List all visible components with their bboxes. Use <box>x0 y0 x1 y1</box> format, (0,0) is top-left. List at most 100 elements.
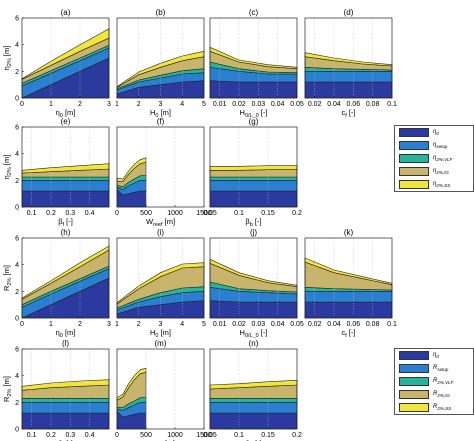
x-axis-label: Wreef [m] <box>146 439 175 441</box>
area-vlf <box>209 176 298 181</box>
x-tick-label: 4 <box>180 101 184 108</box>
x-tick-label: 0.2 <box>292 210 302 217</box>
legend-label: R2%,VLF <box>433 377 454 386</box>
x-tick-label: 0.4 <box>85 432 95 439</box>
axes-frame <box>21 126 110 208</box>
y-tick-label: 4 <box>15 373 19 380</box>
legend-swatch <box>399 154 429 163</box>
x-tick-label: 0 <box>20 321 24 328</box>
x-tick-label: 1500 <box>196 210 212 217</box>
legend-label: η2%,IG <box>433 167 449 176</box>
area-vlf <box>209 398 298 403</box>
x-axis-label: cf [-] <box>341 328 355 339</box>
y-tick-label: 2 <box>15 289 19 296</box>
axes-frame <box>209 237 298 319</box>
x-tick-label: 0.08 <box>366 321 380 328</box>
x-tick-label: 0.01 <box>213 101 227 108</box>
x-tick-label: 0.06 <box>347 101 361 108</box>
area-eta0 <box>209 300 298 319</box>
x-tick-label: 0.08 <box>366 101 380 108</box>
x-tick-label: 0.04 <box>271 321 285 328</box>
panel-title: (b) <box>156 8 166 17</box>
legend-label: R2%,IG <box>433 390 450 399</box>
y-axis-label: η2% [m] <box>2 46 13 71</box>
legend-label: Rsetup <box>433 364 449 373</box>
axes-frame <box>116 126 205 208</box>
legend-runup: η0 Rsetup R2%,VLF R2%,IG R2%,SS <box>394 348 474 415</box>
area-eta0 <box>304 301 393 319</box>
panel-title: (n) <box>249 339 259 348</box>
legend-entry: ηsetup <box>395 139 473 152</box>
y-tick-label: 2 <box>15 400 19 407</box>
area-ss <box>209 165 298 171</box>
x-tick-label: 1500 <box>196 432 212 439</box>
area-setup <box>304 71 393 83</box>
x-tick-label: 0.15 <box>261 210 275 217</box>
x-tick-label: 1 <box>115 101 119 108</box>
legend-label: η2%,SS <box>433 180 451 189</box>
legend-entry: η2%,VLF <box>395 152 473 165</box>
x-tick-label: 0.1 <box>27 432 37 439</box>
x-tick-label: 0.03 <box>252 101 266 108</box>
x-tick-label: 2 <box>137 101 141 108</box>
x-axis-label: H0/L_0 [-] <box>240 328 268 339</box>
x-tick-label: 0.02 <box>232 101 246 108</box>
x-axis-label: Wreef [m] <box>146 217 175 228</box>
legend-swatch <box>399 377 429 386</box>
x-tick-label: 2 <box>78 321 82 328</box>
area-eta0 <box>21 190 110 208</box>
axes-frame <box>304 17 393 99</box>
y-tick-label: 6 <box>15 236 19 243</box>
y-tick-label: 6 <box>15 347 19 354</box>
x-tick-label: 1 <box>115 321 119 328</box>
x-tick-label: 0.2 <box>46 432 56 439</box>
x-tick-label: 0.3 <box>65 432 75 439</box>
panel-m: 0 500 1000 1500 (m) Wreef [m] <box>115 339 212 441</box>
x-tick-label: 0 <box>20 101 24 108</box>
area-eta0 <box>209 412 298 430</box>
area-eta0 <box>209 190 298 208</box>
y-tick-label: 4 <box>15 42 19 49</box>
x-tick-label: 0 <box>115 210 119 217</box>
panel-c: 0.01 0.02 0.03 0.04 0.05 (c) H0/L_0 [-] <box>209 8 304 119</box>
panel-title: (d) <box>344 8 354 17</box>
x-tick-label: 0.04 <box>327 321 341 328</box>
x-tick-label: 2 <box>78 101 82 108</box>
area-setup <box>304 291 393 303</box>
x-tick-label: 0.1 <box>387 101 397 108</box>
axes-frame <box>304 237 393 319</box>
x-tick-label: 0.1 <box>27 210 37 217</box>
panel-title: (j) <box>250 228 257 237</box>
panel-title: (f) <box>157 117 165 126</box>
legend-swatch <box>399 403 429 412</box>
x-tick-label: 0.05 <box>203 210 217 217</box>
panel-title: (h) <box>61 228 71 237</box>
area-vlf <box>21 398 110 403</box>
area-eta0 <box>304 81 393 99</box>
legend-swatch <box>399 180 429 189</box>
x-tick-label: 2 <box>137 321 141 328</box>
axes-frame <box>21 17 110 99</box>
x-tick-label: 0.03 <box>252 321 266 328</box>
area-eta0 <box>209 80 298 99</box>
legend-label: η0 <box>433 128 439 137</box>
area-setup <box>21 402 110 414</box>
legend-swatch <box>399 351 429 360</box>
y-tick-label: 0 <box>15 96 19 103</box>
legend-entry: Rsetup <box>395 362 473 375</box>
legend-label: η2%,VLF <box>433 154 453 163</box>
axes-frame <box>21 348 110 430</box>
area-eta0 <box>21 412 110 430</box>
panel-n: 0.05 0.1 0.15 0.2 (n) βb [-] <box>203 339 302 441</box>
legend-swatch <box>399 128 429 137</box>
area-setup <box>209 402 298 414</box>
x-tick-label: 3 <box>107 101 111 108</box>
x-tick-label: 0.06 <box>347 321 361 328</box>
panel-h: 0 1 2 3 0 2 4 6 (h) η0 [m] R2% [m] <box>2 228 111 339</box>
panel-f: 0 500 1000 1500 (f) Wreef [m] <box>115 117 212 228</box>
y-tick-label: 2 <box>15 178 19 185</box>
y-tick-label: 6 <box>15 125 19 132</box>
x-tick-label: 0.05 <box>290 101 304 108</box>
panel-title: (e) <box>61 117 71 126</box>
x-axis-label: βb [-] <box>245 217 261 228</box>
